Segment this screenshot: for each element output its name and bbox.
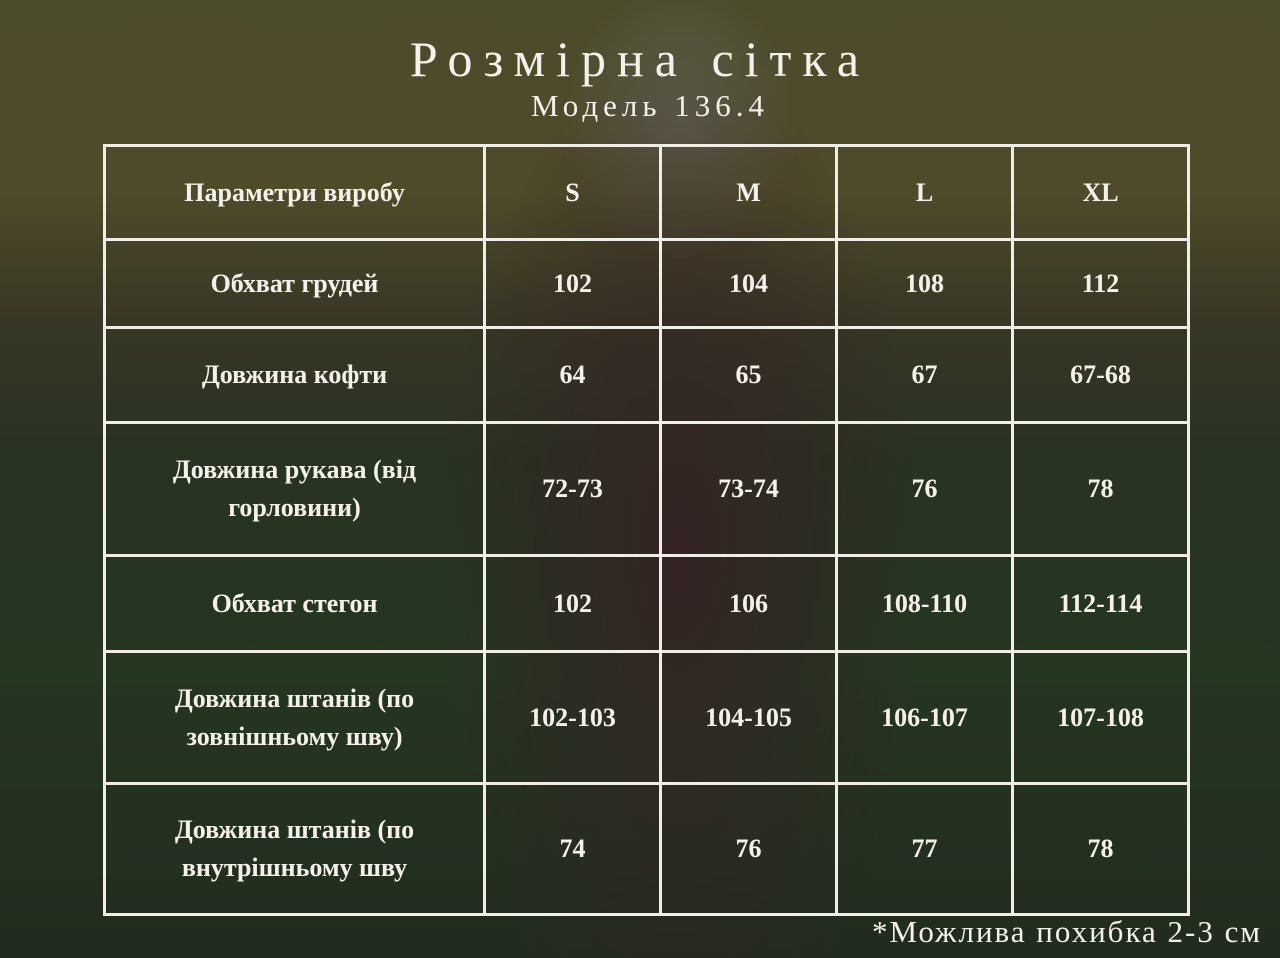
- tolerance-note: *Можлива похибка 2-3 см: [872, 914, 1262, 949]
- header-cell: L: [835, 144, 1014, 241]
- value-cell: 76: [659, 782, 838, 916]
- value-cell: 112: [1011, 238, 1190, 329]
- header-cell: M: [659, 144, 838, 241]
- table-row: Довжина кофти 64 65 67 67-68: [103, 326, 1190, 424]
- value-cell: 112-114: [1011, 554, 1190, 653]
- value-cell: 64: [483, 326, 662, 424]
- value-cell: 106: [659, 554, 838, 653]
- value-cell: 102: [483, 238, 662, 329]
- header-cell: S: [483, 144, 662, 241]
- value-cell: 78: [1011, 421, 1190, 557]
- table-row: Обхват стегон 102 106 108-110 112-114: [103, 554, 1190, 653]
- value-cell: 72-73: [483, 421, 662, 557]
- value-cell: 102-103: [483, 650, 662, 785]
- size-table: Параметри виробу S M L XL Обхват грудей …: [103, 144, 1190, 916]
- param-cell: Обхват грудей: [103, 238, 486, 329]
- value-cell: 108: [835, 238, 1014, 329]
- model-subtitle: Модель 136.4: [530, 88, 770, 123]
- table-row: Довжина штанів (по зовнішньому шву) 102-…: [103, 650, 1190, 785]
- header-cell: XL: [1011, 144, 1190, 241]
- value-cell: 108-110: [835, 554, 1014, 653]
- value-cell: 65: [659, 326, 838, 424]
- table-row: Довжина рукава (від горловини) 72-73 73-…: [103, 421, 1190, 557]
- value-cell: 104-105: [659, 650, 838, 785]
- param-cell: Обхват стегон: [103, 554, 486, 653]
- param-cell: Довжина штанів (по зовнішньому шву): [103, 650, 486, 785]
- table-row: Обхват грудей 102 104 108 112: [103, 238, 1190, 329]
- value-cell: 76: [835, 421, 1014, 557]
- value-cell: 67-68: [1011, 326, 1190, 424]
- value-cell: 102: [483, 554, 662, 653]
- value-cell: 77: [835, 782, 1014, 916]
- page-title: Розмірна сітка: [409, 31, 871, 87]
- param-cell: Довжина кофти: [103, 326, 486, 424]
- value-cell: 67: [835, 326, 1014, 424]
- value-cell: 74: [483, 782, 662, 916]
- header-cell: Параметри виробу: [103, 144, 486, 241]
- table-header-row: Параметри виробу S M L XL: [103, 144, 1190, 241]
- table-row: Довжина штанів (по внутрішньому шву 74 7…: [103, 782, 1190, 916]
- value-cell: 104: [659, 238, 838, 329]
- value-cell: 107-108: [1011, 650, 1190, 785]
- value-cell: 73-74: [659, 421, 838, 557]
- param-cell: Довжина рукава (від горловини): [103, 421, 486, 557]
- value-cell: 78: [1011, 782, 1190, 916]
- value-cell: 106-107: [835, 650, 1014, 785]
- param-cell: Довжина штанів (по внутрішньому шву: [103, 782, 486, 916]
